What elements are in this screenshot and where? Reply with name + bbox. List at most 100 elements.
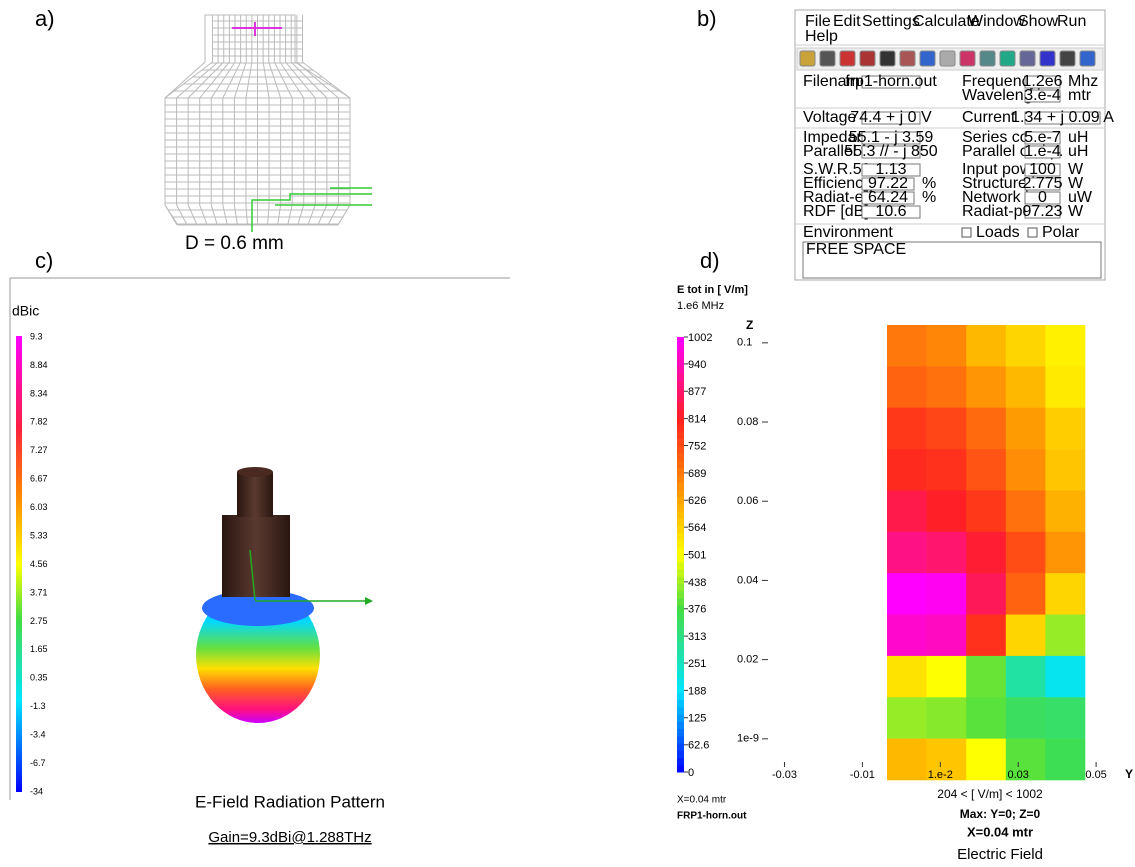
panel-label: a) (35, 6, 55, 31)
heatmap-cell (927, 656, 967, 698)
colorbar-segment (677, 765, 684, 773)
colorbar-segment (677, 758, 684, 766)
colorbar-tick-label: 125 (688, 713, 706, 725)
x-tick-label: -0.01 (850, 769, 875, 781)
colorbar-label: 8.34 (30, 388, 48, 398)
toolbar-button[interactable] (940, 51, 955, 66)
colorbar-label: 6.03 (30, 502, 48, 512)
colorbar-tick-label: 814 (688, 414, 706, 426)
colorbar-segment (677, 663, 684, 671)
horn-rib (263, 15, 269, 225)
heatmap-cell (1045, 408, 1085, 450)
colorbar-segment (677, 402, 684, 410)
toolbar-button[interactable] (1060, 51, 1075, 66)
colorbar-label: 2.75 (30, 616, 48, 626)
toolbar-button[interactable] (880, 51, 895, 66)
toolbar-button[interactable] (860, 51, 875, 66)
colorbar-segment (677, 439, 684, 447)
toolbar-button[interactable] (800, 51, 815, 66)
y-tick-label: 0.06 (737, 495, 758, 507)
heatmap-cell (1045, 490, 1085, 532)
field-value: 3.e-4 (1024, 87, 1061, 104)
colorbar-segment (677, 671, 684, 679)
colorbar-segment (677, 373, 684, 381)
field-unit: uH (1068, 143, 1088, 160)
field-unit: % (922, 189, 936, 206)
toolbar-button[interactable] (840, 51, 855, 66)
heatmap-cell (887, 490, 927, 532)
colorbar-segment (677, 736, 684, 744)
colorbar-segment (677, 511, 684, 519)
colorbar-segment (677, 381, 684, 389)
field-label: Current (962, 109, 1016, 126)
colorbar-segment (677, 598, 684, 606)
colorbar-segment (677, 547, 684, 555)
toolbar-button[interactable] (1020, 51, 1035, 66)
toolbar-button[interactable] (1080, 51, 1095, 66)
heatmap-cell (1006, 366, 1046, 408)
field-value: 10.6 (875, 203, 906, 220)
menu-item[interactable]: Window (968, 13, 1025, 30)
panel-label: b) (697, 6, 717, 31)
field-label: Environment (803, 224, 893, 241)
colorbar-labels: 9.38.848.347.827.276.676.035.334.563.712… (30, 331, 48, 796)
toolbar-button[interactable] (900, 51, 915, 66)
checkbox[interactable] (962, 228, 971, 237)
y-axis-label: Z (746, 318, 753, 332)
colorbar-segment (677, 388, 684, 396)
menu-item[interactable]: Settings (862, 13, 920, 30)
checkbox-label: Loads (976, 224, 1020, 241)
heatmap-cell (927, 449, 967, 491)
caption: Electric Field (957, 846, 1043, 863)
colorbar-tick-label: 62.6 (688, 740, 709, 752)
colorbar-segment (677, 460, 684, 468)
field-unit: W (1068, 203, 1084, 220)
field-unit: mtr (1068, 87, 1092, 104)
link[interactable]: Gain=9.3dBi@1.288THz (208, 829, 371, 846)
colorbar-segment (677, 605, 684, 613)
toolbar-button[interactable] (1040, 51, 1055, 66)
heatmap-cell (887, 532, 927, 574)
x-tick-label: 1.e-2 (928, 769, 953, 781)
heatmap-cell (966, 739, 1006, 781)
max-text: Max: Y=0; Z=0 (960, 807, 1041, 821)
colorbar-segment (677, 424, 684, 432)
y-tick-label: 0.02 (737, 654, 758, 666)
colorbar-label: 5.33 (30, 530, 48, 540)
colorbar-segment (677, 410, 684, 418)
toolbar-button[interactable] (920, 51, 935, 66)
colorbar-title: dBic (12, 303, 39, 319)
figure: a)b)c)d)D = 0.6 mmFileEditSettingsCalcul… (0, 0, 1135, 867)
heatmap-cell (1045, 615, 1085, 657)
colorbar-segment (677, 649, 684, 657)
caption: E-Field Radiation Pattern (195, 792, 385, 811)
colorbar-segment (677, 627, 684, 635)
heatmap-cell (1045, 656, 1085, 698)
toolbar-button[interactable] (820, 51, 835, 66)
colorbar-segment (677, 489, 684, 497)
heatmap-cell (1045, 449, 1085, 491)
heatmap-cell (927, 615, 967, 657)
colorbar-segment (677, 569, 684, 577)
heatmap-cell (1006, 408, 1046, 450)
heatmap-cell (887, 697, 927, 739)
colorbar-segment (677, 700, 684, 708)
colorbar-tick-label: 376 (688, 604, 706, 616)
colorbar-segment (677, 555, 684, 563)
toolbar-button[interactable] (1000, 51, 1015, 66)
toolbar-button[interactable] (980, 51, 995, 66)
heatmap-cell (966, 532, 1006, 574)
menu-item[interactable]: Run (1057, 13, 1086, 30)
toolbar-button[interactable] (960, 51, 975, 66)
heatmap-cell (1045, 697, 1085, 739)
menu-item[interactable]: Help (805, 28, 838, 45)
colorbar-label: 3.71 (30, 587, 48, 597)
heatmap-cell (1045, 532, 1085, 574)
colorbar-tick-label: 0 (688, 767, 694, 779)
heatmap-cell (887, 325, 927, 367)
checkbox[interactable] (1028, 228, 1037, 237)
colorbar-tick-label: 313 (688, 631, 706, 643)
menu-item[interactable]: Show (1018, 13, 1058, 30)
colorbar-segment (677, 721, 684, 729)
y-tick-label: 0.1 (737, 337, 752, 349)
